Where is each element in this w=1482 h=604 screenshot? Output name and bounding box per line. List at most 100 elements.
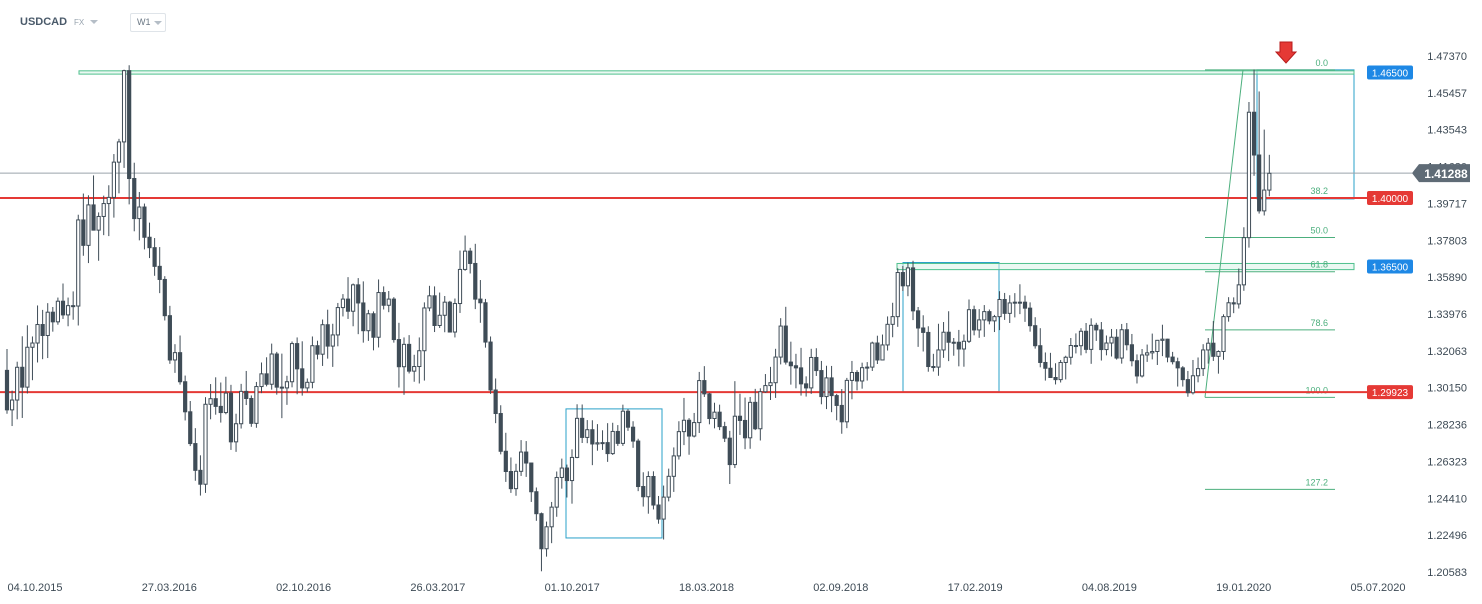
candle-body <box>518 451 524 472</box>
candle <box>167 305 172 364</box>
zone-price-tag-box <box>1367 259 1413 274</box>
candle-body <box>814 356 819 372</box>
candle <box>407 335 412 374</box>
candle-body <box>661 496 666 520</box>
candle <box>646 471 651 514</box>
candle-body <box>289 343 295 383</box>
candle <box>1241 227 1246 291</box>
candle-body <box>1078 330 1084 347</box>
candle <box>671 447 676 492</box>
candle-body <box>605 442 610 455</box>
current-price-tag-text: 1.41288 <box>1424 167 1468 181</box>
fibonacci-retracement: 0.0 38.2 50.0 61.8 78.6 100.0 127.2 <box>1204 58 1335 490</box>
candle <box>137 191 142 241</box>
candle <box>264 357 269 387</box>
candle-body <box>860 367 865 382</box>
candle-body <box>559 467 564 478</box>
candle-body <box>819 370 824 398</box>
candle-body <box>1094 324 1099 331</box>
candle <box>1033 317 1038 349</box>
candle-body <box>844 379 849 423</box>
candle-body <box>1068 345 1073 358</box>
candle-body <box>1033 325 1038 347</box>
candle <box>142 203 147 250</box>
candle-body <box>1226 302 1231 318</box>
candle <box>595 424 600 451</box>
candle-body <box>152 247 157 267</box>
candle <box>233 413 239 452</box>
candle <box>580 404 585 443</box>
candle-body <box>391 298 396 341</box>
candle <box>340 294 346 317</box>
candle-body <box>697 380 702 424</box>
candle <box>188 401 193 447</box>
candle <box>203 397 208 493</box>
candle-body <box>203 403 208 485</box>
candle <box>1124 322 1129 351</box>
candle <box>86 195 91 264</box>
candle <box>457 250 463 313</box>
candle <box>9 390 15 427</box>
candle-body <box>753 401 758 430</box>
candle-body <box>722 426 727 439</box>
x-tick-label: 26.03.2017 <box>410 582 465 594</box>
candle <box>356 278 361 335</box>
candle-body <box>1160 338 1165 341</box>
candle <box>1160 324 1165 357</box>
candle <box>676 421 681 460</box>
x-tick-label: 19.01.2020 <box>1216 582 1271 594</box>
candle <box>330 323 335 367</box>
candle <box>422 302 427 381</box>
candle <box>1104 335 1109 356</box>
candle <box>661 485 666 540</box>
candle <box>463 235 468 271</box>
candle-body <box>417 350 422 368</box>
candle <box>1211 321 1216 361</box>
y-tick-label: 1.22496 <box>1427 530 1467 542</box>
timeframe-select[interactable]: W1 <box>130 13 166 32</box>
candle-body <box>987 311 992 322</box>
candle <box>554 471 559 517</box>
candle-body <box>25 346 30 388</box>
candle-body <box>437 314 442 326</box>
candle-body <box>239 390 244 425</box>
candle <box>702 366 707 397</box>
y-tick-label: 1.35890 <box>1427 272 1467 284</box>
candle <box>737 393 743 435</box>
candle <box>427 285 432 312</box>
candle <box>717 404 722 431</box>
candle <box>289 341 295 388</box>
candle-body <box>824 377 829 398</box>
fib-level-label: 100.0 <box>1305 385 1328 395</box>
candle-body <box>244 390 249 399</box>
candle-body <box>574 417 580 458</box>
x-tick-label: 27.03.2016 <box>142 582 197 594</box>
candle <box>686 418 692 455</box>
candle-body <box>529 462 534 493</box>
candle-body <box>147 236 152 249</box>
candle-body <box>544 526 549 550</box>
candle-body <box>727 437 732 466</box>
candle-body <box>656 504 661 520</box>
candle-body <box>172 352 178 361</box>
candle-body <box>910 267 916 312</box>
candle <box>732 381 737 469</box>
candle-body <box>325 324 330 347</box>
candle-body <box>1206 342 1211 351</box>
zone-price-tag: 1.36500 <box>1367 259 1413 274</box>
candle <box>1063 355 1068 380</box>
y-tick-label: 1.32063 <box>1427 346 1467 358</box>
candle <box>1038 328 1043 368</box>
candle-body <box>916 310 921 329</box>
candle <box>518 440 524 476</box>
candle <box>1185 370 1190 397</box>
candle-body <box>900 272 905 287</box>
candle <box>50 306 55 332</box>
candle-body <box>81 219 86 246</box>
symbol-dropdown-chevron-down-icon[interactable] <box>90 20 98 24</box>
symbol-label[interactable]: USDCAD <box>20 16 68 28</box>
candle <box>824 365 829 410</box>
candle <box>620 404 625 446</box>
candle <box>1257 91 1262 214</box>
